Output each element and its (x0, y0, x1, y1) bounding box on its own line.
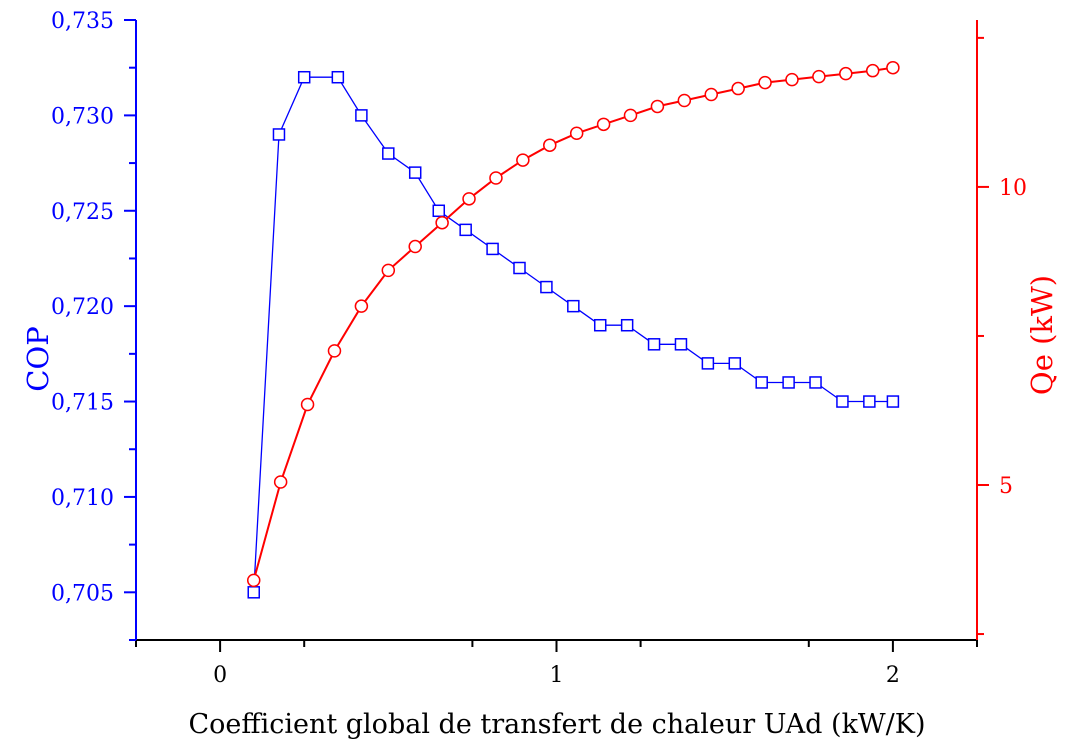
cop-point (432, 204, 446, 218)
cop-point (863, 395, 876, 408)
y-left-tick-label: 0,720 (51, 295, 114, 320)
y-left-tick-label: 0,715 (51, 391, 114, 416)
cop-point (701, 357, 715, 370)
qe-point (650, 99, 665, 114)
cop-point (593, 318, 607, 332)
cop-point (886, 395, 900, 408)
y-left-tick-label: 0,725 (51, 200, 114, 225)
qe-point (596, 117, 611, 132)
series-cop (247, 70, 900, 599)
qe-point (300, 397, 315, 412)
cop-point (809, 376, 822, 389)
cop-point (755, 376, 768, 389)
qe-point (246, 573, 261, 588)
y-axis-left: 0,705 0,710 0,715 0,720 0,725 0,730 0,735 (51, 9, 136, 641)
cop-point (382, 147, 395, 160)
x-axis: 0 1 2 (135, 640, 978, 688)
qe-point (785, 72, 799, 87)
qe-point (758, 75, 772, 90)
y-right-tick-label: 5 (999, 474, 1013, 499)
cop-point (674, 338, 688, 351)
qe-point (731, 81, 745, 96)
cop-point (459, 223, 472, 237)
qe-point (839, 66, 853, 81)
y-left-tick-label: 0,735 (51, 9, 114, 34)
qe-point (327, 344, 342, 358)
y-axis-right: 5 10 (977, 36, 1027, 636)
qe-point (886, 60, 900, 75)
qe-point (569, 126, 584, 141)
cop-point (567, 299, 580, 313)
y-right-tick-label: 10 (999, 176, 1027, 201)
qe-point (623, 108, 638, 123)
qe-point (516, 153, 530, 167)
qe-point (677, 93, 692, 108)
qe-point (381, 263, 396, 278)
qe-point (489, 171, 503, 185)
x-tick-label: 0 (213, 663, 227, 688)
cop-point (297, 70, 311, 84)
x-axis-title: Coefficient global de transfert de chale… (189, 709, 926, 740)
y-axis-right-title: Qe (kW) (1025, 275, 1059, 395)
qe-point (462, 192, 476, 206)
qe-point (354, 299, 369, 313)
cop-point (486, 242, 499, 256)
x-tick-label: 1 (550, 663, 564, 688)
x-tick-label: 2 (886, 663, 900, 688)
cop-point (782, 376, 795, 389)
cop-point (247, 586, 260, 599)
cop-point (355, 109, 368, 122)
cop-point (331, 70, 345, 84)
y-axis-left-title: COP (21, 326, 55, 391)
series-qe (246, 60, 900, 588)
cop-point (728, 357, 742, 370)
cop-point (272, 128, 286, 141)
y-left-tick-label: 0,710 (51, 486, 114, 511)
qe-point (435, 215, 449, 230)
cop-point (836, 395, 849, 408)
y-left-tick-label: 0,705 (51, 581, 114, 606)
cop-point (540, 280, 553, 294)
qe-point (865, 63, 880, 78)
y-left-tick-label: 0,730 (51, 104, 114, 129)
qe-point (543, 138, 557, 152)
qe-point (408, 239, 422, 254)
qe-point (812, 69, 826, 84)
cop-point (408, 166, 422, 179)
qe-point (273, 475, 288, 489)
cop-point (647, 338, 661, 351)
cop-point (620, 318, 634, 332)
cop-point (513, 261, 526, 275)
qe-point (704, 87, 718, 102)
